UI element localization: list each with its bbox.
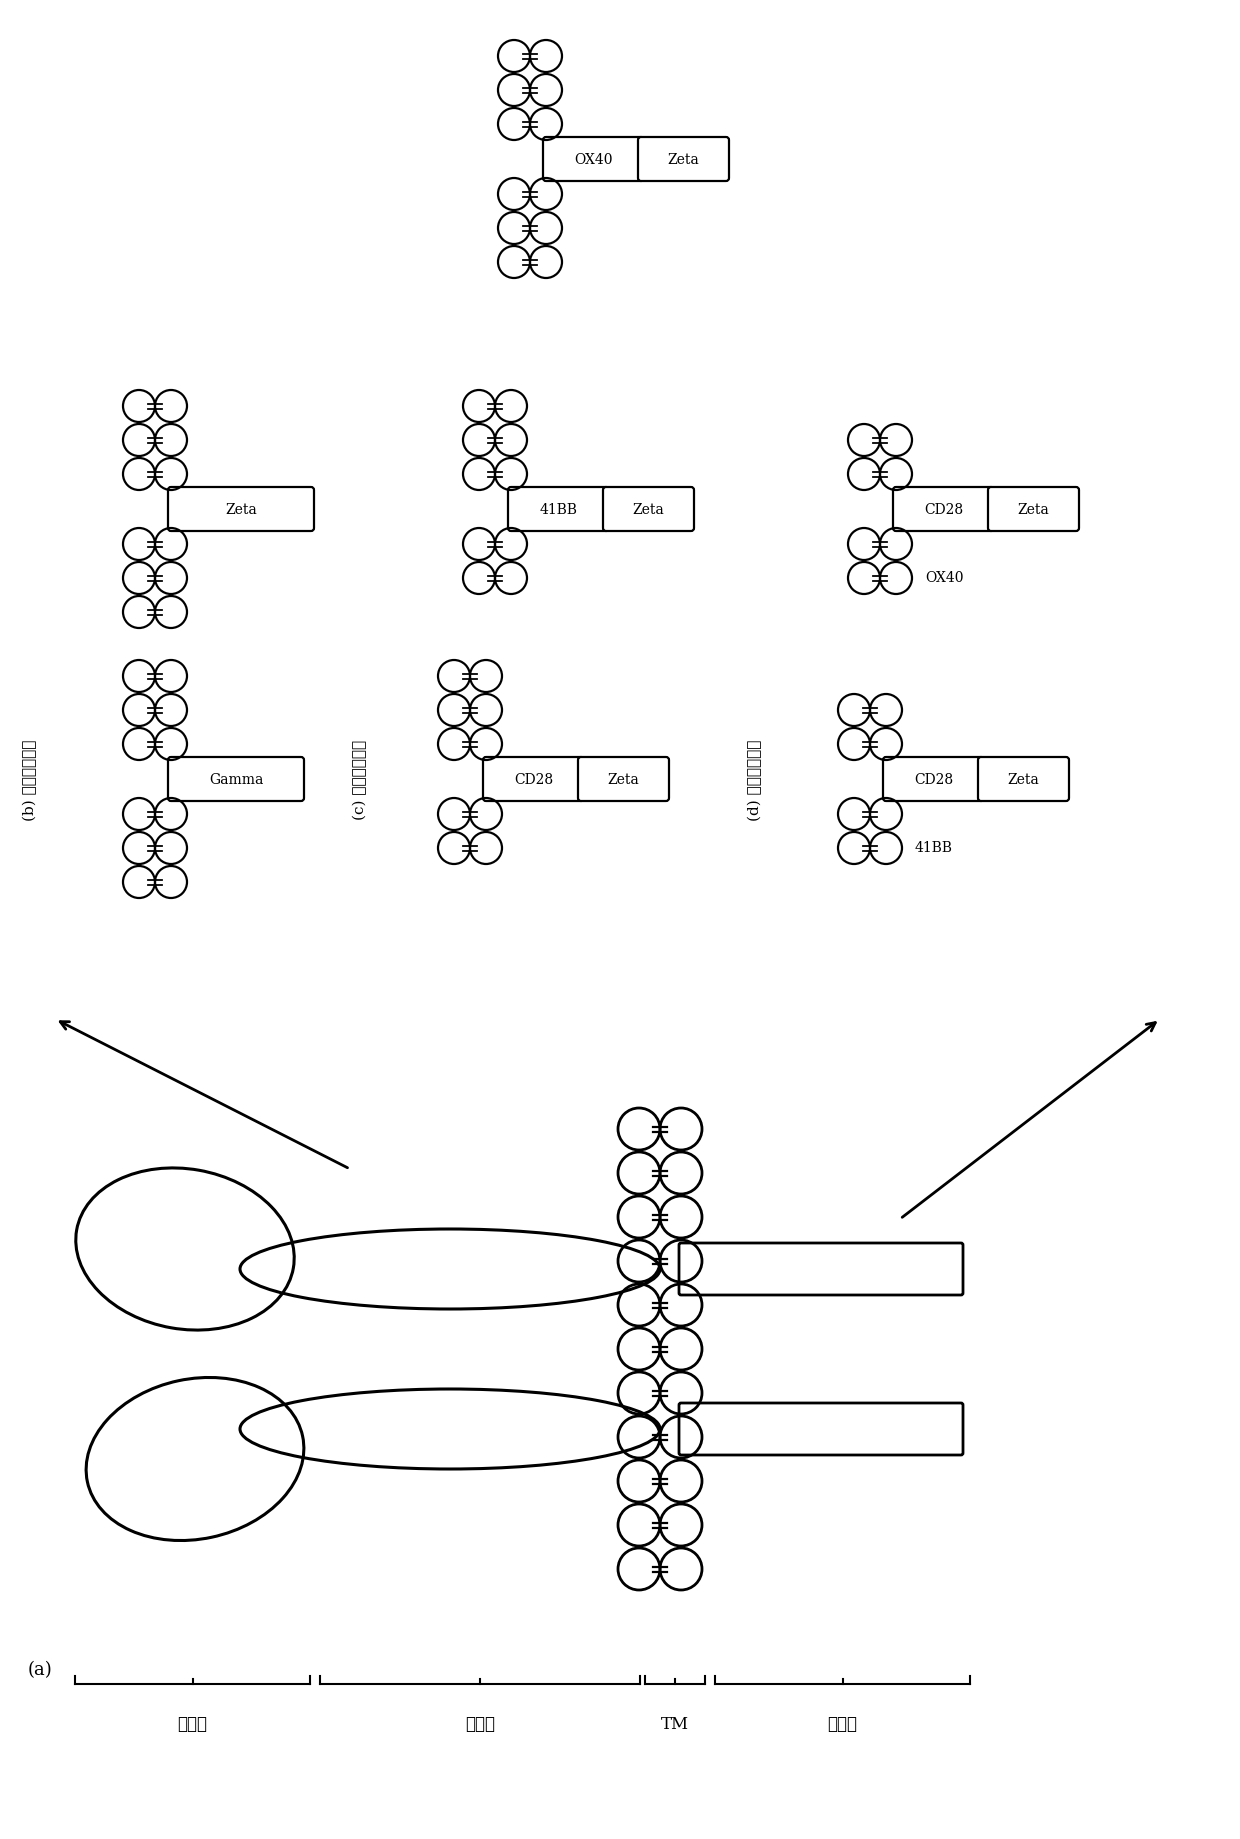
Text: OX40: OX40 (925, 570, 963, 585)
FancyBboxPatch shape (167, 758, 304, 802)
Text: CD28: CD28 (924, 502, 963, 517)
Text: TM: TM (661, 1716, 689, 1732)
FancyBboxPatch shape (508, 487, 609, 531)
FancyBboxPatch shape (603, 487, 694, 531)
Text: Zeta: Zeta (1008, 772, 1039, 787)
FancyBboxPatch shape (883, 758, 985, 802)
Text: Zeta: Zeta (1018, 502, 1049, 517)
Text: 41BB: 41BB (915, 840, 954, 855)
FancyBboxPatch shape (639, 138, 729, 182)
Text: 胞内域: 胞内域 (827, 1716, 858, 1732)
Text: Gamma: Gamma (208, 772, 263, 787)
Text: (d) 第三代胞内域: (d) 第三代胞内域 (748, 739, 763, 820)
Text: CD28: CD28 (513, 772, 553, 787)
Text: (b) 第一代胞内域: (b) 第一代胞内域 (22, 739, 37, 820)
Text: Zeta: Zeta (667, 153, 699, 167)
FancyBboxPatch shape (978, 758, 1069, 802)
Text: (c) 第二代胞内域: (c) 第二代胞内域 (353, 739, 367, 820)
FancyBboxPatch shape (484, 758, 584, 802)
FancyBboxPatch shape (893, 487, 994, 531)
FancyBboxPatch shape (988, 487, 1079, 531)
Text: 左号影: 左号影 (177, 1716, 207, 1732)
FancyBboxPatch shape (578, 758, 670, 802)
Text: OX40: OX40 (574, 153, 613, 167)
FancyBboxPatch shape (543, 138, 644, 182)
Text: 41BB: 41BB (539, 502, 578, 517)
Text: Zeta: Zeta (632, 502, 665, 517)
FancyBboxPatch shape (167, 487, 314, 531)
Text: (a): (a) (29, 1661, 53, 1677)
FancyBboxPatch shape (680, 1403, 963, 1455)
Text: Zeta: Zeta (226, 502, 257, 517)
FancyBboxPatch shape (680, 1243, 963, 1295)
Text: 褖转区: 褖转区 (465, 1716, 495, 1732)
Text: Zeta: Zeta (608, 772, 640, 787)
Text: CD28: CD28 (914, 772, 954, 787)
